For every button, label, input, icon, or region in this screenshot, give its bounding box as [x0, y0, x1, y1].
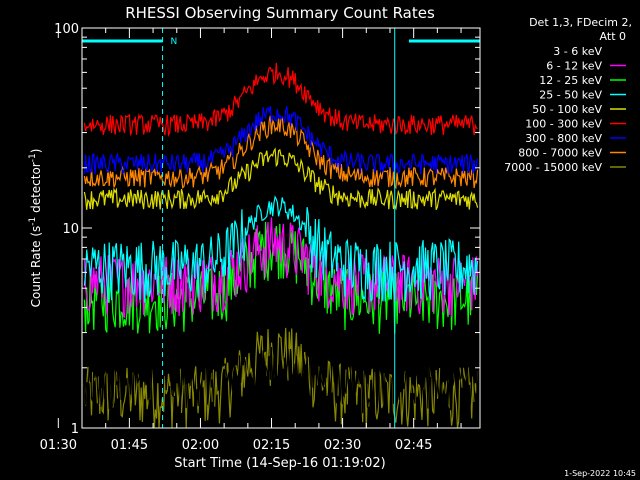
y-ticks: 1 10 100	[54, 22, 480, 437]
legend-label-4: 50 - 100 keV	[532, 103, 602, 116]
series-line-6	[83, 105, 479, 175]
legend-label-6: 300 - 800 keV	[525, 132, 602, 145]
y-tick-label-2: 100	[54, 22, 79, 37]
y-axis-label: Count Rate (s-1 detector-1)	[28, 149, 43, 308]
series-line-4	[83, 147, 479, 211]
legend-label-8: 7000 - 15000 keV	[504, 161, 602, 174]
x-tick-label-5: 02:45	[395, 438, 432, 453]
x-tick-label-0: 01:30	[40, 438, 77, 453]
x-ticks: 01:30 01:45 02:00 02:15 02:30 02:45	[40, 28, 462, 453]
legend-header-line2: Att 0	[600, 30, 626, 43]
x-axis-label: Start Time (14-Sep-16 01:19:02)	[174, 456, 385, 471]
series-line-0	[83, 346, 479, 415]
x-tick-label-2: 02:00	[182, 438, 219, 453]
legend-label-2: 12 - 25 keV	[539, 74, 602, 87]
plot-series: N	[82, 28, 481, 429]
series-line-2	[83, 221, 479, 334]
legend-label-1: 6 - 12 keV	[546, 60, 602, 73]
y-tick-label-1: 10	[62, 222, 79, 237]
x-tick-label-3: 02:15	[253, 438, 290, 453]
series-line-5	[83, 62, 478, 138]
legend-label-0: 3 - 6 keV	[553, 45, 602, 58]
x-tick-label-4: 02:30	[324, 438, 361, 453]
chart-title: RHESSI Observing Summary Count Rates	[125, 4, 435, 22]
night-label: N	[171, 37, 178, 47]
y-tick-label-0: 1	[71, 422, 79, 437]
legend-header-line1: Det 1,3, FDecim 2,	[529, 16, 632, 29]
x-tick-label-1: 01:45	[111, 438, 148, 453]
timestamp: 1-Sep-2022 10:45	[564, 469, 636, 478]
series-line-3	[83, 195, 479, 303]
series-line-8	[83, 327, 479, 429]
legend-label-3: 25 - 50 keV	[539, 89, 602, 102]
legend-label-7: 800 - 7000 keV	[518, 147, 602, 160]
legend-label-5: 100 - 300 keV	[525, 118, 602, 131]
